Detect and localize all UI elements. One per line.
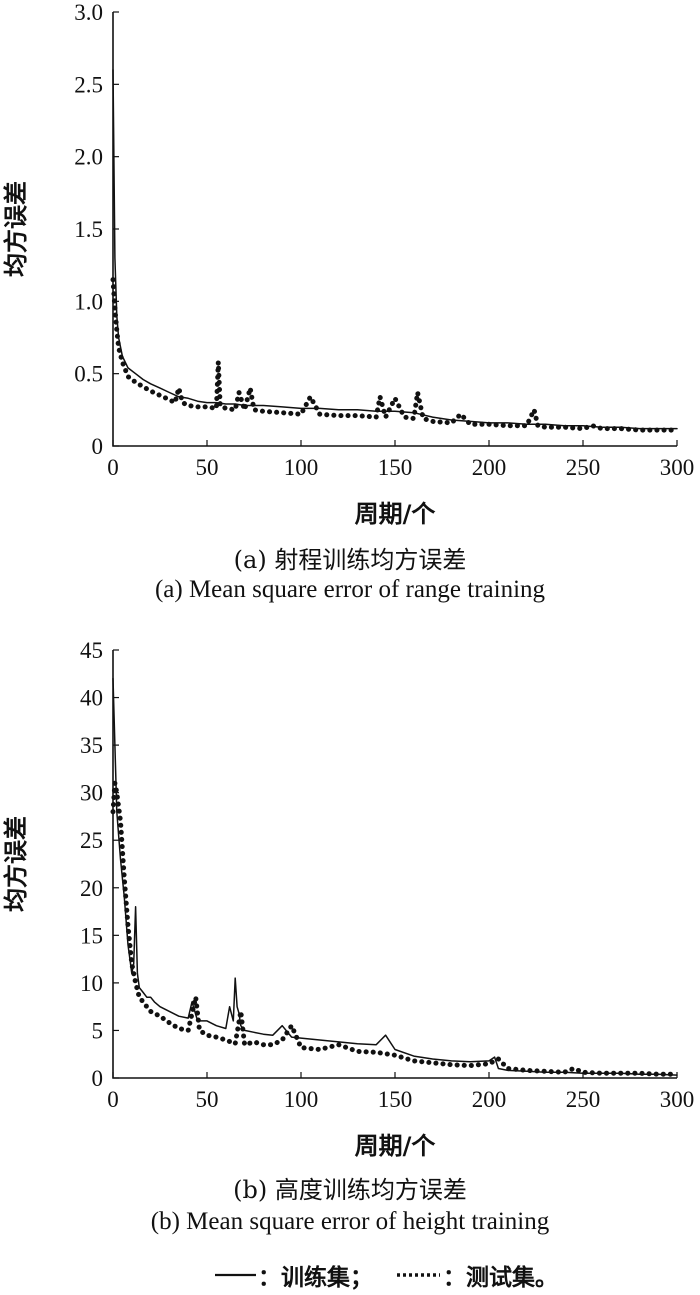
chart-panel-b: 0 5 10 15 20 25 30 35 40 45 0 50 100 150 200 250 300 周期/个… bbox=[0, 638, 700, 1204]
chart-a-xtick-label: 200 bbox=[472, 455, 507, 480]
caption-b-en: (b) Mean square error of height training bbox=[150, 1208, 550, 1235]
legend: ：训练集； ：测试集。 bbox=[0, 1256, 700, 1292]
chart-a-ytick-label: 3.0 bbox=[74, 0, 103, 25]
chart-b-ytick-label: 15 bbox=[80, 923, 103, 948]
chart-a-series-train bbox=[112, 69, 678, 430]
chart-b-ylabel: 均方误差 bbox=[2, 816, 30, 912]
chart-a-xtick-label: 150 bbox=[378, 455, 413, 480]
chart-b-ytick-label: 35 bbox=[80, 733, 103, 758]
chart-b-xtick-label: 250 bbox=[566, 1087, 601, 1112]
chart-b-ytick-label: 30 bbox=[80, 781, 103, 806]
chart-b-xtick-label: 0 bbox=[107, 1087, 119, 1112]
chart-b-xtick-label: 200 bbox=[472, 1087, 507, 1112]
chart-a-ytick-label: 1.5 bbox=[74, 217, 103, 242]
chart-b-ytick-label: 25 bbox=[80, 828, 103, 853]
chart-b-ytick-label: 45 bbox=[80, 638, 103, 663]
chart-a-ytick-label: 0 bbox=[92, 434, 104, 459]
chart-b-ytick-label: 20 bbox=[80, 876, 103, 901]
chart-b-xtick-label: 150 bbox=[378, 1087, 413, 1112]
chart-b-ytick-label: 0 bbox=[92, 1066, 104, 1091]
chart-b-series-train bbox=[112, 677, 678, 1076]
chart-panel-a: 0 0.5 1.0 1.5 2.0 2.5 3.0 0 50 100 150 200 250 300 周期/… bbox=[0, 0, 700, 620]
chart-a-xtick-label: 0 bbox=[107, 455, 119, 480]
chart-a-series-test bbox=[110, 277, 680, 433]
chart-a-xtick-label: 100 bbox=[284, 455, 319, 480]
caption-a-cn: (a) 射程训练均方误差 bbox=[233, 546, 467, 574]
chart-a-xtick-label: 50 bbox=[196, 455, 219, 480]
chart-b-xtick-label: 100 bbox=[284, 1087, 319, 1112]
chart-range-mse: 0 0.5 1.0 1.5 2.0 2.5 3.0 0 50 100 150 200 250 300 周期/… bbox=[2, 0, 695, 528]
chart-b-xtick-label: 50 bbox=[196, 1087, 219, 1112]
legend-train-label: ：训练集； bbox=[258, 1265, 373, 1291]
chart-a-ylabel: 均方误差 bbox=[2, 181, 30, 277]
chart-a-ytick-label: 0.5 bbox=[74, 362, 103, 387]
chart-a-ytick-label: 1.0 bbox=[74, 289, 103, 314]
chart-b-xtick-label: 300 bbox=[660, 1087, 695, 1112]
chart-b-xlabel: 周期/个 bbox=[355, 1132, 437, 1160]
chart-a-ytick-label: 2.0 bbox=[74, 145, 103, 170]
chart-b-ytick-label: 40 bbox=[80, 686, 103, 711]
chart-a-xlabel: 周期/个 bbox=[355, 500, 437, 528]
chart-b-ytick-label: 10 bbox=[80, 971, 103, 996]
chart-height-mse: 0 5 10 15 20 25 30 35 40 45 0 50 100 150 200 250 300 周期/个… bbox=[2, 638, 695, 1160]
chart-b-ytick-label: 5 bbox=[92, 1018, 104, 1043]
chart-a-ytick-label: 2.5 bbox=[74, 72, 103, 97]
chart-a-xtick-label: 300 bbox=[660, 455, 695, 480]
caption-a-en: (a) Mean square error of range training bbox=[154, 576, 546, 603]
legend-swatches bbox=[215, 1273, 440, 1277]
legend-test-label: ：测试集。 bbox=[443, 1265, 558, 1291]
caption-b-cn: (b) 高度训练均方误差 bbox=[233, 1176, 467, 1204]
chart-a-axes bbox=[112, 12, 677, 447]
chart-b-series-test bbox=[110, 780, 680, 1077]
chart-a-xtick-label: 250 bbox=[566, 455, 601, 480]
